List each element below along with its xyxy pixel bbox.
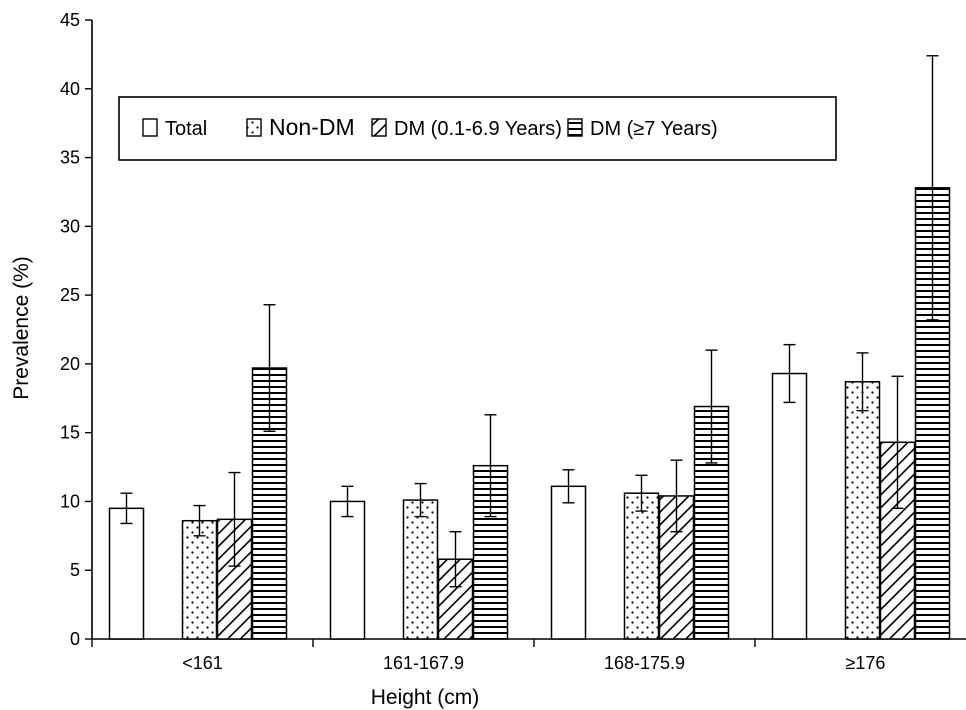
- legend: Total Non-DM DM (0.1-6.9 Years) DM (≥7 Year…: [118, 96, 837, 161]
- bar-dm-0-1-6-9-years-3: [658, 495, 695, 640]
- legend-swatch-dm-7-years: [567, 118, 583, 137]
- x-tick-label-3: 168-175.9: [604, 653, 685, 673]
- legend-swatch-total: [142, 118, 158, 137]
- error-bar-non-dm-4: [856, 352, 869, 412]
- bar-total-3: [550, 485, 587, 640]
- bars-group: [108, 187, 951, 640]
- legend-swatch-dm-0-1-6-9-years: [371, 118, 387, 137]
- error-bar-dm-0-1-6-9-years-3: [670, 459, 683, 533]
- bar-total-2: [329, 500, 366, 640]
- y-tick-label: 35: [60, 148, 80, 168]
- error-bar-dm-0-1-6-9-years-4: [891, 375, 904, 510]
- error-bar-dm-7-years-4: [926, 55, 939, 321]
- error-bar-dm-0-1-6-9-years-2: [449, 531, 462, 588]
- legend-label-dm-7-years: DM (≥7 Years): [590, 118, 718, 140]
- legend-label-dm-0-1-6-9-years: DM (0.1-6.9 Years): [394, 118, 562, 140]
- legend-label-non-dm: Non-DM: [269, 114, 355, 140]
- error-bar-non-dm-1: [193, 504, 206, 537]
- y-tick-label: 10: [60, 491, 80, 511]
- y-tick-label: 5: [70, 560, 80, 580]
- error-bar-dm-7-years-3: [705, 349, 718, 464]
- x-tick-label-2: 161-167.9: [383, 653, 464, 673]
- legend-box: [118, 96, 837, 161]
- legend-label-total: Total: [165, 118, 207, 140]
- bar-total-1: [108, 507, 145, 640]
- y-tick-label: 25: [60, 285, 80, 305]
- error-bar-total-2: [341, 485, 354, 518]
- error-bar-non-dm-3: [635, 474, 648, 512]
- error-bar-total-3: [562, 469, 575, 504]
- error-bar-dm-0-1-6-9-years-1: [228, 471, 241, 567]
- y-tick-label: 0: [70, 629, 80, 649]
- error-bars-group: [120, 55, 939, 588]
- bar-dm-0-1-6-9-years-1: [216, 518, 253, 640]
- error-bar-dm-7-years-1: [263, 304, 276, 432]
- y-tick-label: 30: [60, 216, 80, 236]
- y-axis-title: Prevalence (%): [10, 256, 33, 400]
- bar-non-dm-1: [181, 519, 218, 640]
- legend-swatch-non-dm: [246, 118, 262, 137]
- y-axis: 0 5 10 15 20 25 30 35 40 45: [60, 10, 93, 649]
- x-tick-label-4: ≥176: [846, 653, 886, 673]
- error-bar-total-4: [783, 343, 796, 404]
- error-bar-dm-7-years-2: [484, 414, 497, 518]
- x-tick-label-1: <161: [182, 653, 223, 673]
- bar-non-dm-3: [623, 492, 660, 640]
- y-tick-label: 45: [60, 10, 80, 30]
- error-bar-non-dm-2: [414, 482, 427, 518]
- y-tick-label: 20: [60, 354, 80, 374]
- y-tick-label: 40: [60, 79, 80, 99]
- bar-total-4: [771, 372, 808, 640]
- x-axis: <161 161-167.9 168-175.9 ≥176: [91, 638, 966, 673]
- y-tick-label: 15: [60, 423, 80, 443]
- x-axis-title: Height (cm): [371, 686, 480, 709]
- bar-non-dm-4: [844, 381, 881, 640]
- bar-non-dm-2: [402, 499, 439, 640]
- error-bar-total-1: [120, 492, 133, 525]
